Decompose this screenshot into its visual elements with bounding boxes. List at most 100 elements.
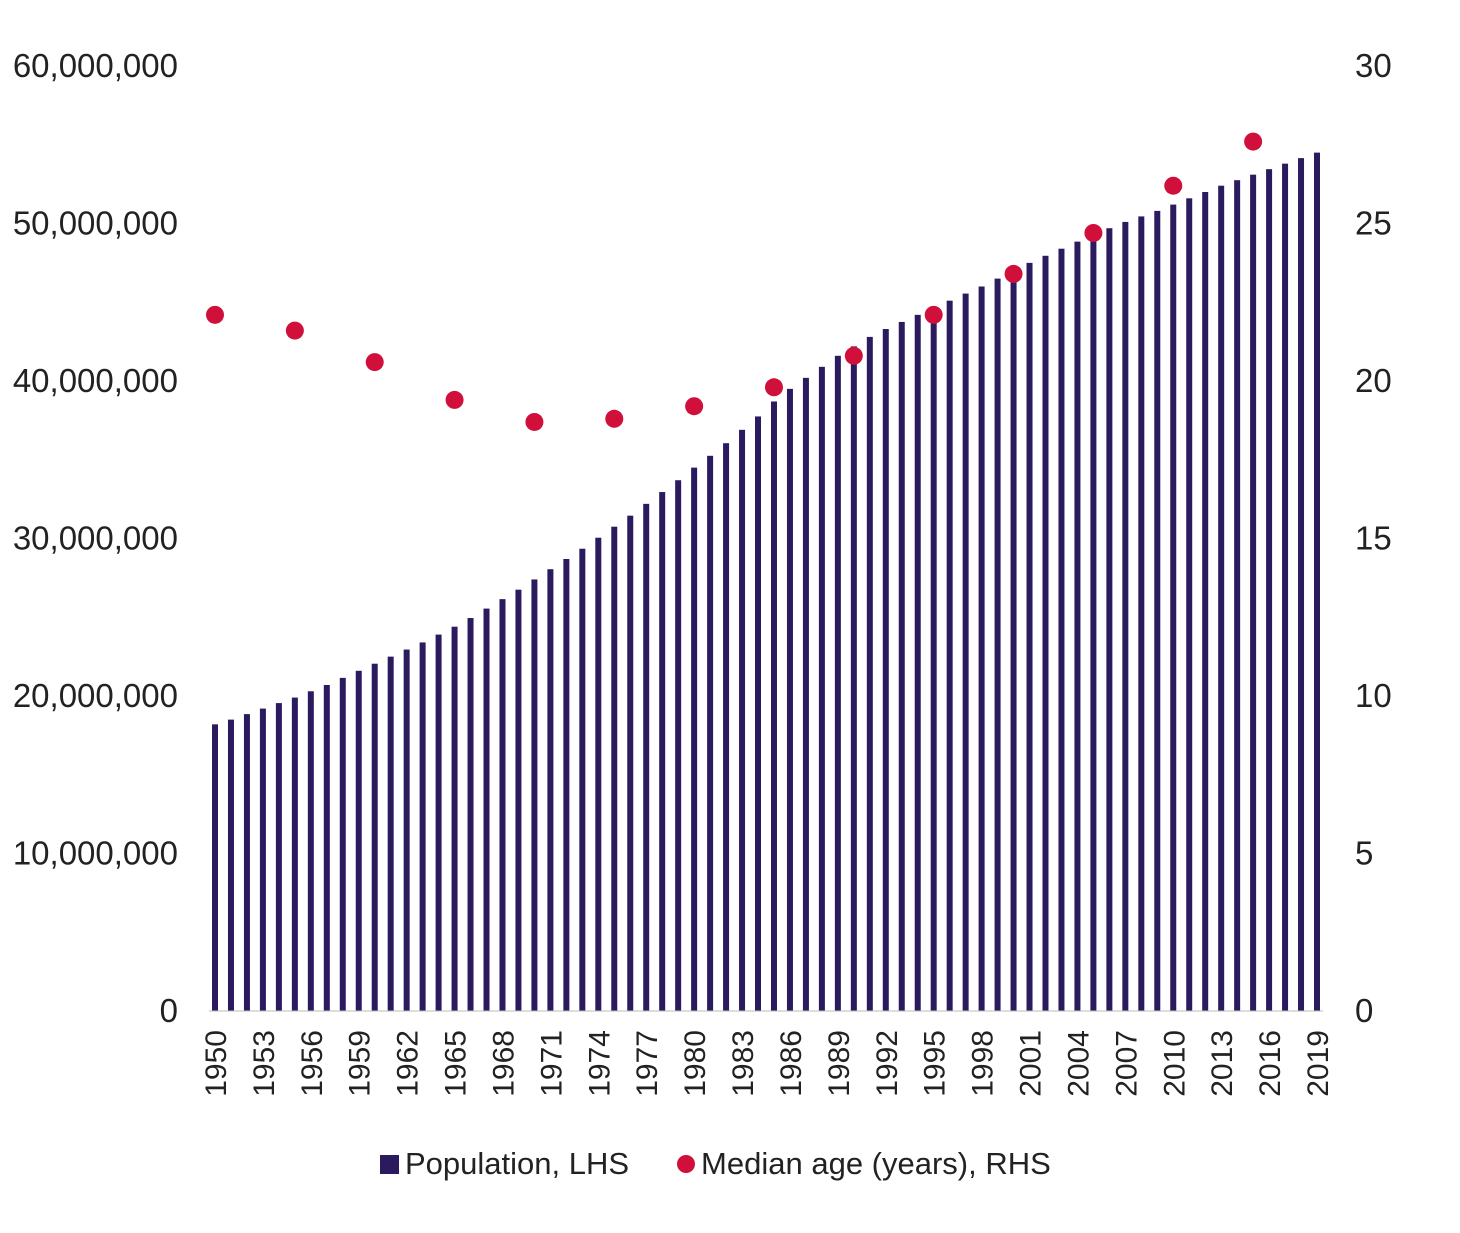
population-bar bbox=[275, 703, 282, 1011]
population-bar bbox=[786, 388, 793, 1011]
population-bar bbox=[978, 286, 985, 1011]
median-age-point bbox=[1084, 223, 1103, 242]
population-bar bbox=[467, 618, 474, 1011]
x-tick-label: 1959 bbox=[344, 1030, 377, 1097]
population-bar bbox=[898, 321, 905, 1011]
population-bar bbox=[1250, 174, 1257, 1012]
population-bar bbox=[1106, 228, 1113, 1012]
population-bar bbox=[611, 526, 618, 1011]
population-bar bbox=[1282, 163, 1289, 1011]
population-bar bbox=[834, 355, 841, 1011]
x-tick-label: 1983 bbox=[727, 1030, 760, 1097]
x-tick-label: 1974 bbox=[583, 1030, 616, 1097]
population-bar bbox=[946, 300, 953, 1011]
population-bar bbox=[259, 708, 266, 1011]
population-bar bbox=[1186, 198, 1193, 1012]
population-bar bbox=[243, 714, 250, 1011]
population-bar bbox=[1234, 180, 1241, 1011]
y-right-tick-label: 25 bbox=[1355, 205, 1392, 242]
y-left-tick-label: 20,000,000 bbox=[13, 677, 178, 714]
median-age-swatch bbox=[677, 1155, 696, 1173]
y-right-tick-label: 15 bbox=[1355, 520, 1392, 557]
median-age-point bbox=[764, 378, 783, 397]
median-age-point bbox=[844, 346, 863, 365]
population-bar bbox=[355, 670, 362, 1011]
x-tick-label: 1953 bbox=[248, 1030, 281, 1097]
population-bar bbox=[866, 336, 873, 1011]
x-tick-label: 2007 bbox=[1110, 1030, 1143, 1097]
legend-item-median-age: Median age (years), RHS bbox=[677, 1146, 1051, 1182]
population-bar bbox=[227, 719, 234, 1011]
population-bar bbox=[675, 480, 682, 1012]
population-bar bbox=[914, 314, 921, 1012]
population-bar bbox=[1202, 192, 1209, 1011]
population-bar bbox=[1138, 216, 1145, 1012]
population-bar bbox=[1058, 248, 1065, 1011]
population-bar bbox=[818, 366, 825, 1011]
median-age-point bbox=[445, 390, 464, 409]
population-bar bbox=[403, 649, 410, 1011]
population-bar bbox=[994, 278, 1001, 1011]
population-bar bbox=[1026, 262, 1033, 1011]
population-bar bbox=[419, 642, 426, 1011]
population-bar bbox=[627, 515, 634, 1011]
population-bar bbox=[291, 697, 298, 1011]
x-tick-label: 1998 bbox=[967, 1030, 1000, 1097]
median-age-point bbox=[685, 397, 704, 416]
population-bar bbox=[1154, 210, 1161, 1011]
x-tick-label: 1950 bbox=[200, 1030, 233, 1097]
population-bar bbox=[643, 503, 650, 1011]
population-bar bbox=[755, 416, 762, 1011]
population-bar bbox=[339, 677, 346, 1011]
population-bar bbox=[515, 589, 522, 1011]
population-bar bbox=[723, 443, 730, 1011]
median-age-point bbox=[605, 409, 624, 428]
population-bar bbox=[1218, 185, 1225, 1011]
population-bar bbox=[1122, 221, 1129, 1012]
population-bar bbox=[499, 599, 506, 1011]
median-age-point bbox=[1164, 176, 1183, 195]
population-bar bbox=[659, 492, 666, 1012]
y-right-tick-label: 30 bbox=[1355, 47, 1392, 84]
population-bar bbox=[882, 329, 889, 1011]
population-bar bbox=[212, 724, 218, 1011]
population-bar bbox=[802, 377, 809, 1012]
population-bar bbox=[850, 346, 857, 1012]
population-bar bbox=[930, 307, 937, 1011]
x-tick-label: 2010 bbox=[1158, 1030, 1191, 1097]
x-tick-label: 1977 bbox=[631, 1030, 664, 1097]
population-bar bbox=[323, 684, 330, 1011]
y-right-tick-label: 10 bbox=[1355, 677, 1392, 714]
median-age-point bbox=[924, 305, 943, 324]
population-bar bbox=[1042, 255, 1049, 1012]
population-bar bbox=[387, 656, 394, 1011]
median-age-point bbox=[285, 321, 304, 340]
population-bar bbox=[1314, 152, 1320, 1011]
population-bar bbox=[962, 293, 969, 1011]
population-bar bbox=[483, 608, 490, 1011]
population-bar bbox=[770, 401, 777, 1012]
x-tick-label: 1986 bbox=[775, 1030, 808, 1097]
population-bar bbox=[1298, 158, 1305, 1011]
legend-item-population: Population, LHS bbox=[380, 1146, 629, 1182]
population-bar bbox=[563, 558, 570, 1011]
population-bar bbox=[371, 663, 378, 1011]
median-age-point bbox=[1004, 264, 1023, 283]
population-bar bbox=[451, 626, 458, 1011]
x-tick-label: 2016 bbox=[1254, 1030, 1287, 1097]
population-bar bbox=[1010, 270, 1017, 1011]
population-bar bbox=[435, 634, 442, 1011]
y-left-tick-label: 30,000,000 bbox=[13, 520, 178, 557]
population-bar bbox=[595, 537, 602, 1011]
population-bar bbox=[1090, 234, 1097, 1011]
legend-population-label: Population, LHS bbox=[405, 1146, 630, 1181]
population-bar bbox=[547, 569, 554, 1011]
x-tick-label: 1980 bbox=[679, 1030, 712, 1097]
population-bars bbox=[212, 152, 1320, 1012]
legend-median-age-label: Median age (years), RHS bbox=[701, 1146, 1051, 1181]
y-left-tick-label: 40,000,000 bbox=[13, 362, 178, 399]
population-swatch bbox=[380, 1154, 399, 1174]
y-left-tick-label: 10,000,000 bbox=[13, 835, 178, 872]
y-right-tick-label: 0 bbox=[1355, 992, 1373, 1029]
population-bar bbox=[707, 455, 714, 1011]
